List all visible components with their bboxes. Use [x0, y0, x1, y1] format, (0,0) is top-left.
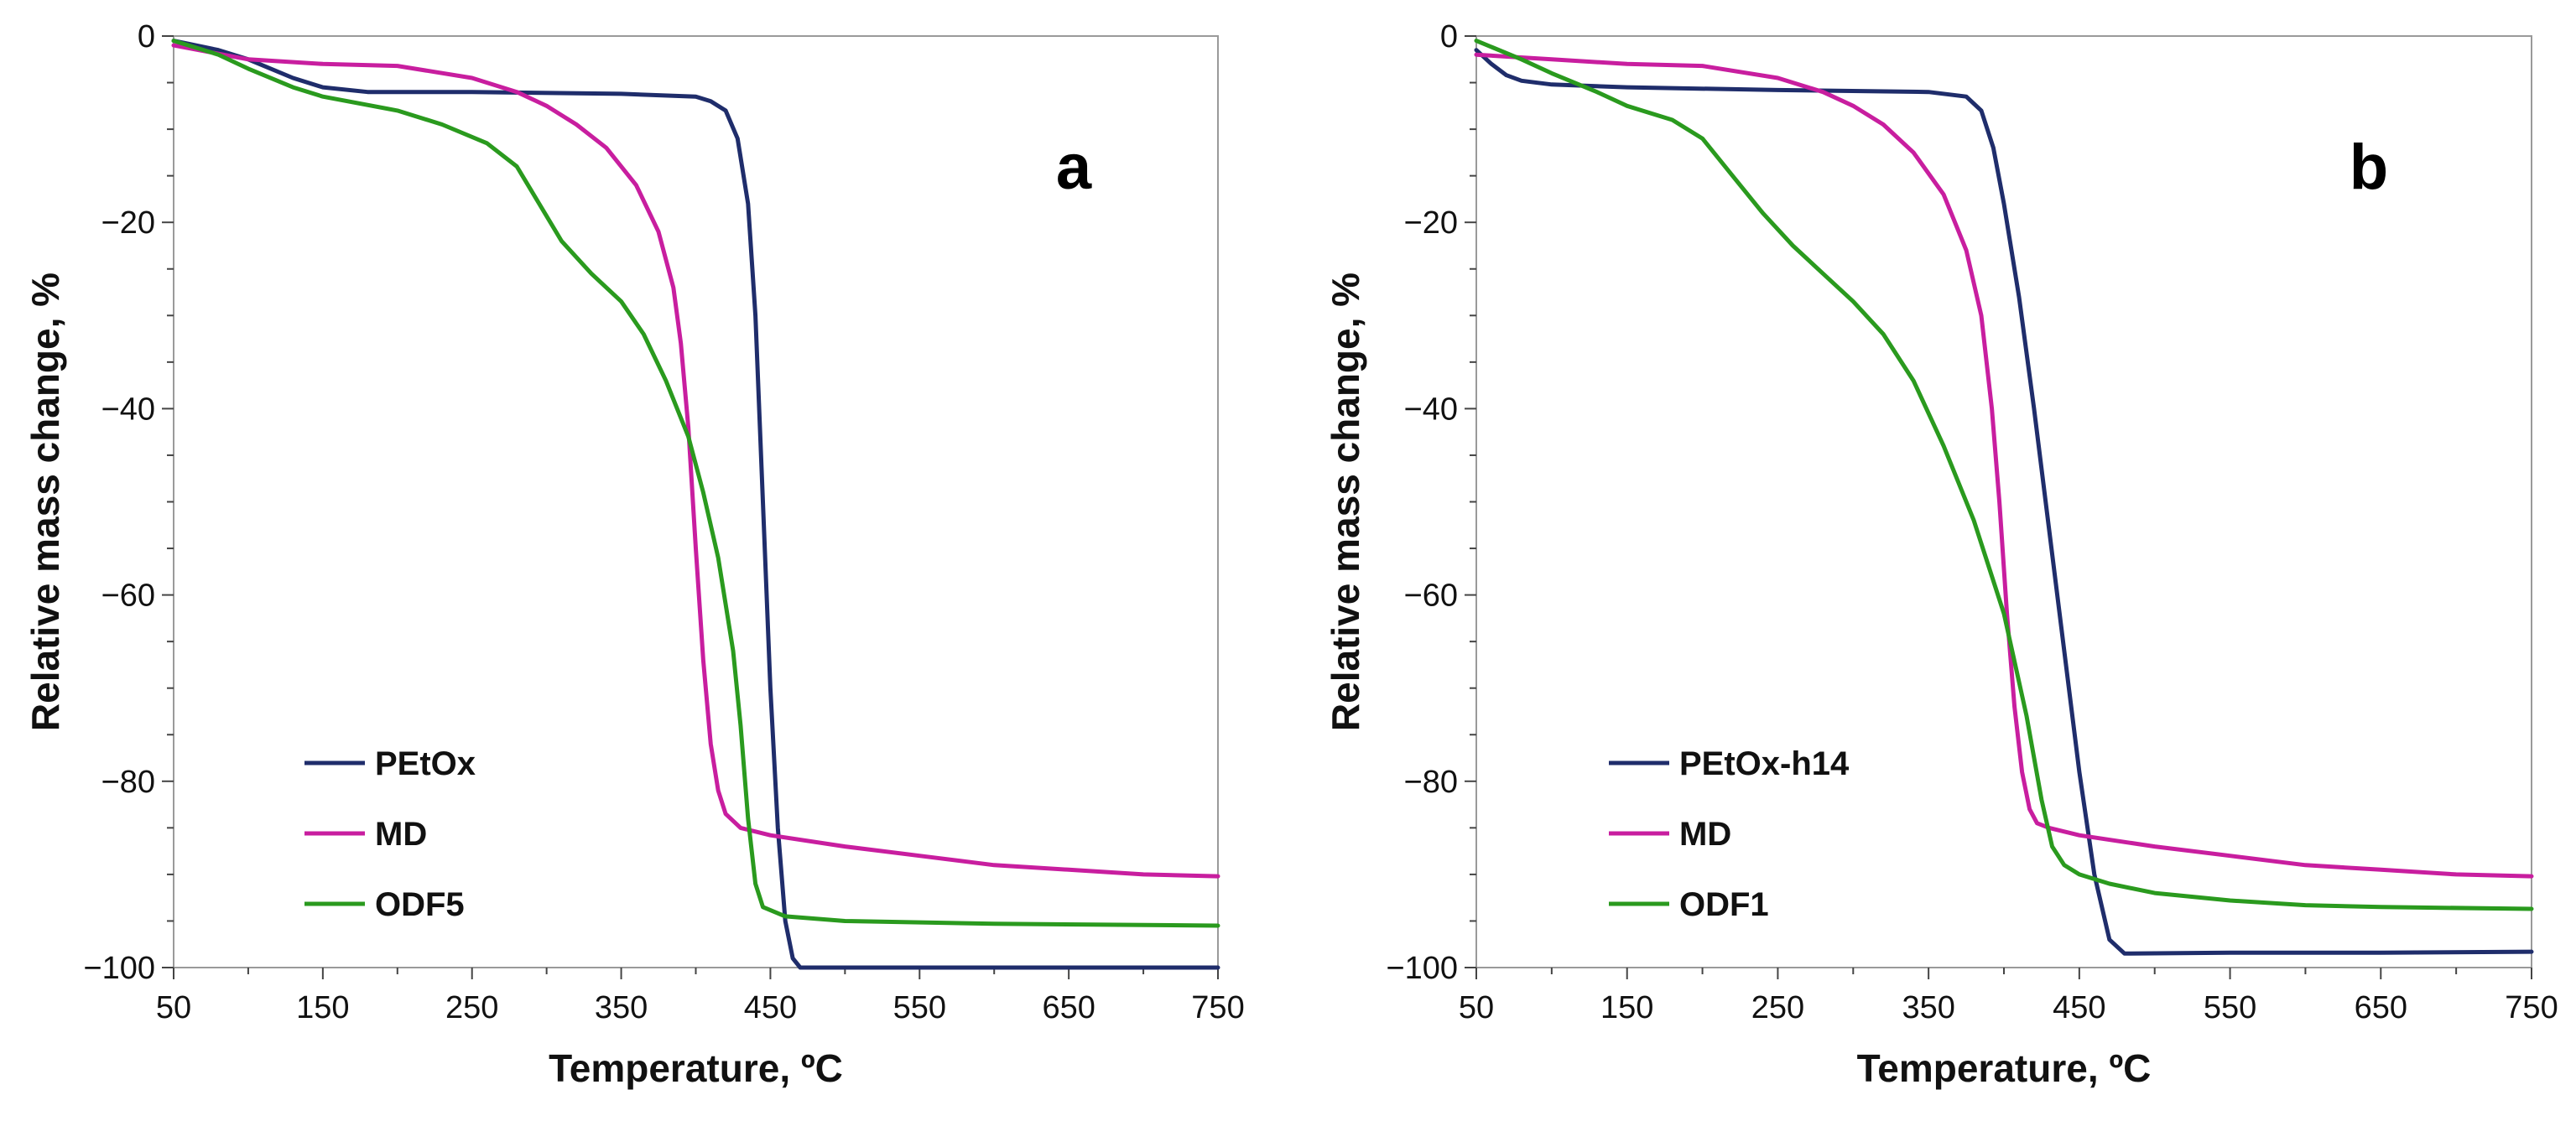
- y-axis-title: Relative mass change, %: [1324, 272, 1367, 731]
- y-tick-label: 0: [1440, 19, 1458, 54]
- x-tick-label: 250: [1751, 990, 1804, 1025]
- y-tick-label: −100: [1386, 951, 1458, 986]
- legend-label: ODF1: [1679, 886, 1769, 923]
- series-line-md: [1474, 52, 2534, 879]
- chart-panel-b: 50 150 250 350 450 550 650 750 0 −20 −40 −60 −80 −100…: [1324, 19, 2558, 1090]
- panel-label: b: [2350, 132, 2388, 203]
- y-tick-label: 0: [138, 19, 155, 54]
- series-line-md: [171, 43, 1220, 879]
- y-tick-label: −100: [83, 951, 155, 986]
- series-line-petox: [171, 39, 1220, 970]
- x-tick-label: 750: [2505, 990, 2558, 1025]
- legend-label: MD: [375, 816, 427, 853]
- series-line-petox-h14: [1474, 48, 2534, 956]
- x-tick-label: 350: [595, 990, 648, 1025]
- x-tick-label: 450: [744, 990, 797, 1025]
- legend-label: PEtOx: [375, 745, 476, 782]
- y-axis-title: Relative mass change, %: [23, 272, 67, 731]
- legend: PEtOx-h14 MD ODF1: [1609, 745, 1850, 923]
- chart-panel-a: 50 150 250 350 450 550 650 750 0 −20 −40 −60 −80 −100…: [23, 19, 1245, 1090]
- x-axis-title: Temperature, ºC: [549, 1046, 843, 1090]
- x-tick-label: 50: [1459, 990, 1494, 1025]
- x-tick-label: 450: [2053, 990, 2105, 1025]
- y-tick-label: −20: [1404, 205, 1458, 241]
- y-tick-label: −80: [1404, 765, 1458, 800]
- legend-label: PEtOx-h14: [1679, 745, 1850, 782]
- legend: PEtOx MD ODF5: [304, 745, 476, 923]
- y-tick-label: −20: [101, 205, 155, 241]
- x-tick-label: 250: [445, 990, 498, 1025]
- legend-label: MD: [1679, 816, 1731, 853]
- x-tick-label: 650: [1042, 990, 1095, 1025]
- x-tick-label: 650: [2355, 990, 2407, 1025]
- series-line-odf5: [171, 39, 1220, 928]
- x-tick-label: 50: [156, 990, 191, 1025]
- x-tick-label: 150: [1600, 990, 1653, 1025]
- y-tick-label: −60: [101, 579, 155, 614]
- x-tick-label: 150: [296, 990, 349, 1025]
- series-line-odf1: [1474, 39, 2534, 911]
- y-tick-label: −40: [101, 392, 155, 427]
- panel-label: a: [1056, 132, 1092, 203]
- y-tick-label: −60: [1404, 579, 1458, 614]
- y-tick-label: −40: [1404, 392, 1458, 427]
- legend-label: ODF5: [375, 886, 465, 923]
- x-tick-label: 550: [2204, 990, 2256, 1025]
- x-axis-title: Temperature, ºC: [1857, 1046, 2152, 1090]
- x-tick-label: 750: [1191, 990, 1244, 1025]
- y-tick-label: −80: [101, 765, 155, 800]
- x-tick-label: 550: [893, 990, 946, 1025]
- x-tick-label: 350: [1902, 990, 1954, 1025]
